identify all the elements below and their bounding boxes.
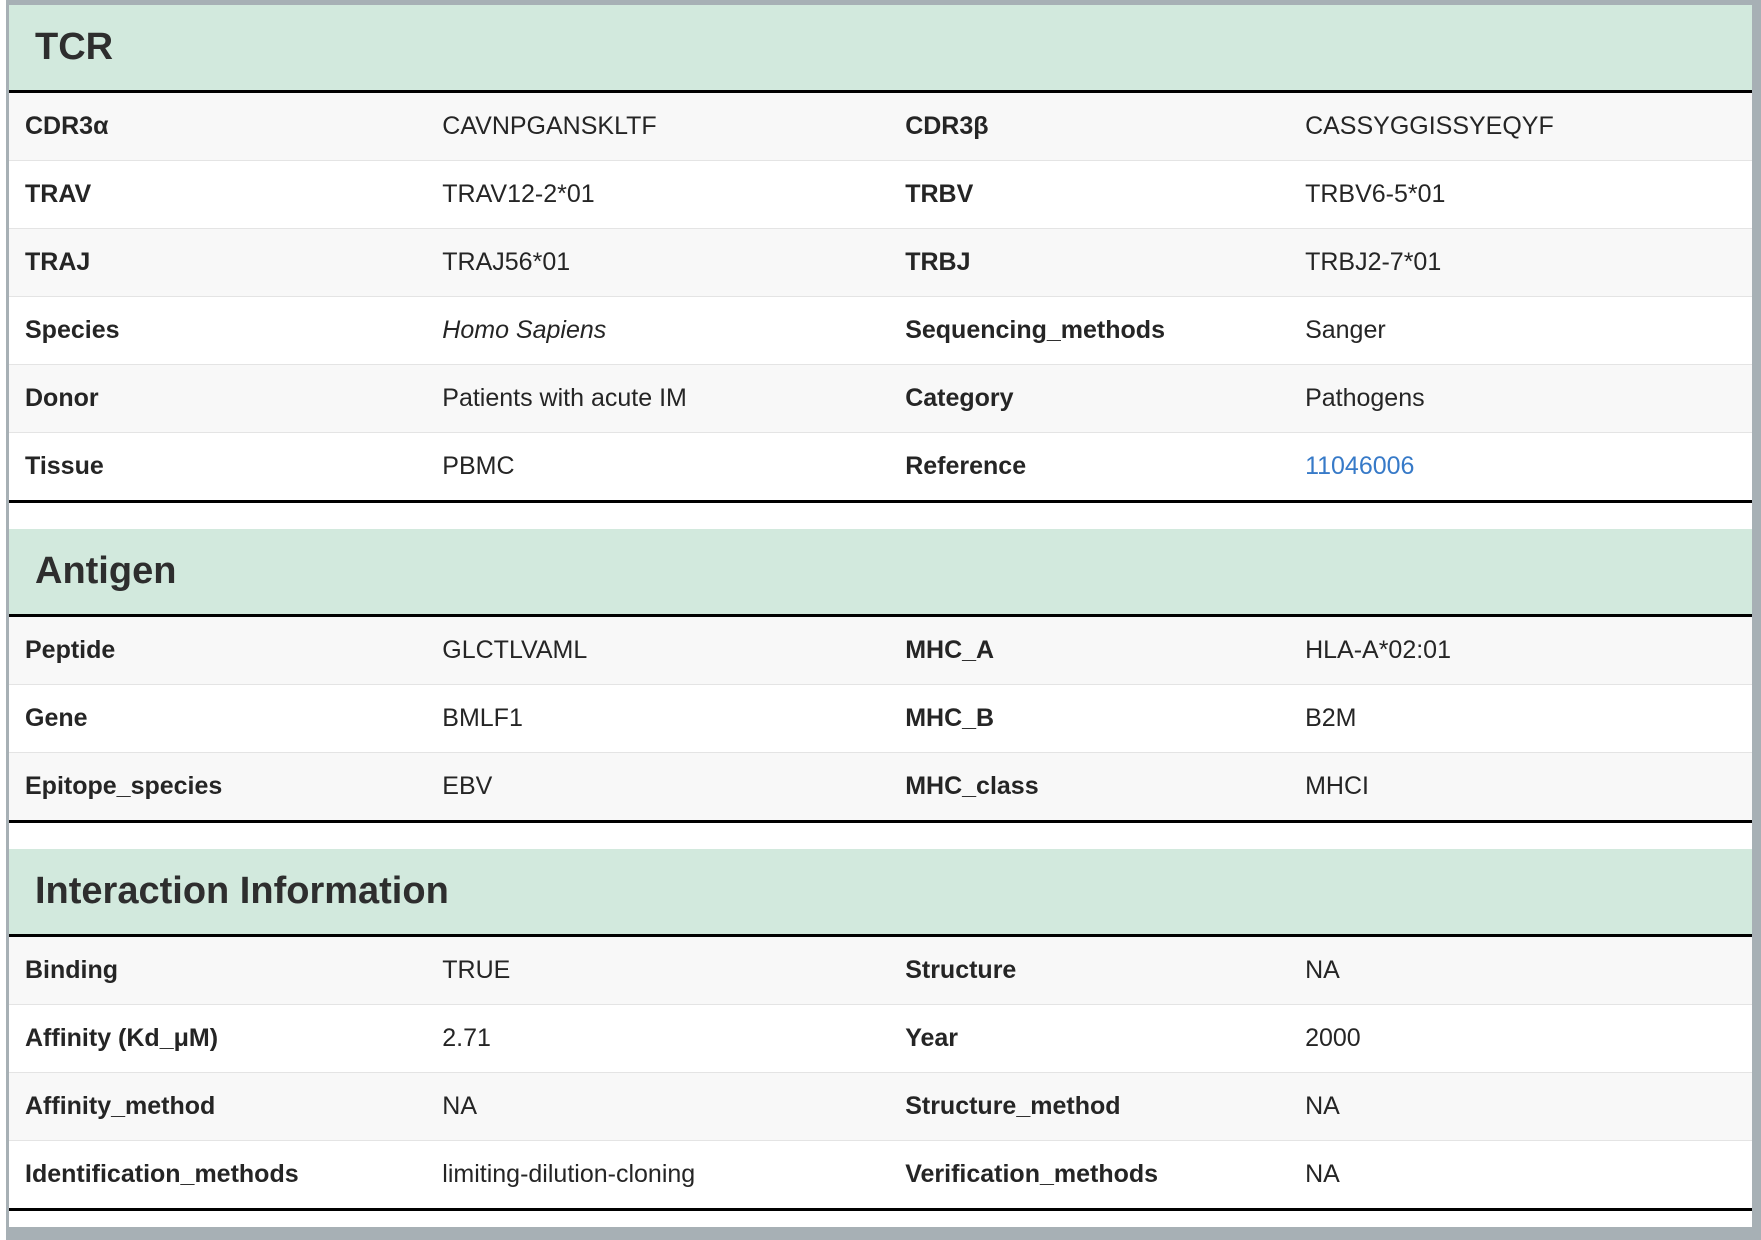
tcr-trbj-label: TRBJ bbox=[905, 248, 971, 276]
antigen-mhc-class-value: MHCI bbox=[1305, 772, 1369, 800]
interaction-binding-label: Binding bbox=[25, 956, 119, 984]
interaction-structure-method-label: Structure_method bbox=[905, 1092, 1121, 1120]
antigen-epitope-species-value: EBV bbox=[442, 772, 493, 800]
table-row: Gene BMLF1 MHC_B B2M bbox=[9, 684, 1752, 753]
tcr-sequencing-methods-label: Sequencing_methods bbox=[905, 316, 1165, 344]
tcr-species-value: Homo Sapiens bbox=[442, 316, 607, 344]
table-row: Tissue PBMC Reference 11046006 bbox=[9, 432, 1752, 502]
tcr-species-label: Species bbox=[25, 316, 120, 344]
tcr-trav-label: TRAV bbox=[25, 180, 92, 208]
antigen-gene-value: BMLF1 bbox=[442, 704, 523, 732]
table-row: Species Homo Sapiens Sequencing_methods … bbox=[9, 296, 1752, 365]
antigen-mhc-class-label: MHC_class bbox=[905, 772, 1039, 800]
tcr-trav-value: TRAV12-2*01 bbox=[442, 180, 595, 208]
tcr-cdr3b-value: CASSYGGISSYEQYF bbox=[1305, 112, 1554, 140]
antigen-section-table: Antigen Peptide GLCTLVAML MHC_A HLA-A*02… bbox=[9, 529, 1752, 823]
interaction-structure-value: NA bbox=[1305, 956, 1340, 984]
tcr-cdr3a-value: CAVNPGANSKLTF bbox=[442, 112, 657, 140]
reference-link[interactable]: 11046006 bbox=[1305, 452, 1415, 480]
table-row: Identification_methods limiting-dilution… bbox=[9, 1140, 1752, 1210]
table-row: Donor Patients with acute IM Category Pa… bbox=[9, 364, 1752, 433]
tcr-donor-value: Patients with acute IM bbox=[442, 384, 687, 412]
interaction-identification-methods-value: limiting-dilution-cloning bbox=[442, 1160, 696, 1188]
antigen-peptide-value: GLCTLVAML bbox=[442, 636, 588, 664]
tcr-traj-label: TRAJ bbox=[25, 248, 91, 276]
antigen-mhc-a-label: MHC_A bbox=[905, 636, 995, 664]
tcr-traj-value: TRAJ56*01 bbox=[442, 248, 571, 276]
table-row: Affinity (Kd_μM) 2.71 Year 2000 bbox=[9, 1004, 1752, 1073]
tcr-section-table: TCR CDR3α CAVNPGANSKLTF CDR3β CASSYGGISS… bbox=[9, 5, 1752, 503]
tcr-trbj-value: TRBJ2-7*01 bbox=[1305, 248, 1442, 276]
antigen-section-title: Antigen bbox=[9, 529, 1752, 617]
tcr-reference-value: 11046006 bbox=[1297, 433, 1752, 502]
table-row: CDR3α CAVNPGANSKLTF CDR3β CASSYGGISSYEQY… bbox=[9, 91, 1752, 161]
interaction-year-label: Year bbox=[905, 1024, 959, 1052]
interaction-structure-label: Structure bbox=[905, 956, 1017, 984]
table-row: Affinity_method NA Structure_method NA bbox=[9, 1072, 1752, 1141]
tcr-category-label: Category bbox=[905, 384, 1014, 412]
tcr-cdr3b-label: CDR3β bbox=[905, 112, 989, 140]
antigen-epitope-species-label: Epitope_species bbox=[25, 772, 223, 800]
interaction-section-title: Interaction Information bbox=[9, 849, 1752, 937]
tcr-sequencing-methods-value: Sanger bbox=[1305, 316, 1386, 344]
interaction-affinity-method-label: Affinity_method bbox=[25, 1092, 216, 1120]
interaction-affinity-label: Affinity (Kd_μM) bbox=[25, 1024, 219, 1052]
interaction-year-value: 2000 bbox=[1305, 1024, 1361, 1052]
interaction-affinity-value: 2.71 bbox=[442, 1024, 491, 1052]
table-row: Epitope_species EBV MHC_class MHCI bbox=[9, 752, 1752, 822]
table-row: Binding TRUE Structure NA bbox=[9, 935, 1752, 1005]
interaction-verification-methods-value: NA bbox=[1305, 1160, 1340, 1188]
table-row: TRAJ TRAJ56*01 TRBJ TRBJ2-7*01 bbox=[9, 228, 1752, 297]
antigen-mhc-a-value: HLA-A*02:01 bbox=[1305, 636, 1451, 664]
interaction-identification-methods-label: Identification_methods bbox=[25, 1160, 299, 1188]
page-frame: TCR CDR3α CAVNPGANSKLTF CDR3β CASSYGGISS… bbox=[6, 0, 1761, 1240]
interaction-structure-method-value: NA bbox=[1305, 1092, 1340, 1120]
interaction-section-table: Interaction Information Binding TRUE Str… bbox=[9, 849, 1752, 1211]
tcr-category-value: Pathogens bbox=[1305, 384, 1425, 412]
tcr-tissue-label: Tissue bbox=[25, 452, 104, 480]
interaction-verification-methods-label: Verification_methods bbox=[905, 1160, 1159, 1188]
antigen-gene-label: Gene bbox=[25, 704, 88, 732]
antigen-mhc-b-label: MHC_B bbox=[905, 704, 995, 732]
table-row: TRAV TRAV12-2*01 TRBV TRBV6-5*01 bbox=[9, 160, 1752, 229]
interaction-binding-value: TRUE bbox=[442, 956, 511, 984]
tcr-trbv-value: TRBV6-5*01 bbox=[1305, 180, 1446, 208]
tcr-trbv-label: TRBV bbox=[905, 180, 974, 208]
antigen-peptide-label: Peptide bbox=[25, 636, 116, 664]
tcr-donor-label: Donor bbox=[25, 384, 99, 412]
table-row: Peptide GLCTLVAML MHC_A HLA-A*02:01 bbox=[9, 615, 1752, 685]
tcr-cdr3a-label: CDR3α bbox=[25, 112, 109, 140]
tcr-section-title: TCR bbox=[9, 5, 1752, 93]
antigen-mhc-b-value: B2M bbox=[1305, 704, 1357, 732]
interaction-affinity-method-value: NA bbox=[442, 1092, 478, 1120]
tcr-reference-label: Reference bbox=[905, 452, 1027, 480]
tcr-tissue-value: PBMC bbox=[442, 452, 515, 480]
